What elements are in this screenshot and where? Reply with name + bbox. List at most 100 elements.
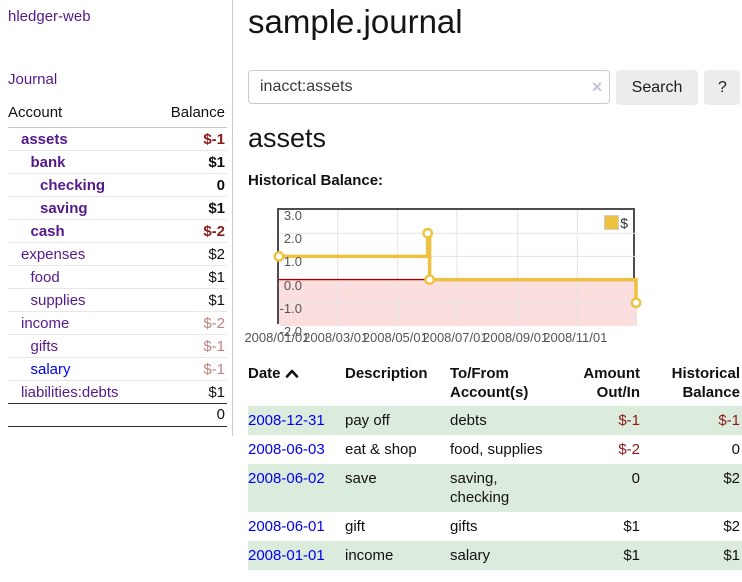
account-link[interactable]: gifts	[30, 337, 59, 355]
account-cell: income	[8, 312, 154, 335]
help-button[interactable]: ?	[704, 70, 740, 105]
legend-label: $	[620, 214, 628, 231]
account-cell: supplies	[8, 289, 154, 312]
register-balance-cell: 0	[731, 441, 740, 458]
register-amount-cell: $-1	[618, 412, 640, 429]
account-row: gifts $-1	[8, 334, 227, 358]
register-balance-cell: $-1	[718, 412, 740, 429]
account-row: liabilities:debts $1	[8, 380, 227, 404]
account-balance: $-1	[203, 130, 225, 148]
account-cell: bank	[8, 151, 154, 174]
register-date-link[interactable]: 2008-06-01	[248, 518, 325, 535]
register-header-date: Date	[248, 362, 345, 406]
account-balance: $1	[208, 268, 225, 286]
accounts-total-row: 0	[8, 403, 227, 427]
register-balance-cell: $2	[723, 470, 740, 487]
register-header-line2: Out/In	[596, 384, 640, 401]
register-header-line1: Historical	[671, 365, 740, 382]
x-tick-label: 2008/01/01	[244, 330, 310, 345]
account-balance: $-1	[203, 337, 225, 355]
account-row: assets $-1	[8, 128, 227, 151]
register-date-cell: 2008-06-03	[248, 435, 345, 464]
dollar-series-swatch-icon	[604, 215, 620, 230]
balance-chart-svg	[273, 210, 642, 326]
register-amount-cell: $1	[623, 547, 640, 564]
account-row: bank $1	[8, 150, 227, 174]
account-link[interactable]: liabilities:debts	[21, 383, 119, 401]
register-date-cell: 2008-01-01	[248, 541, 345, 570]
account-balance: $-1	[203, 360, 225, 378]
register-row: 2008-06-01 gift gifts $1 $2	[248, 512, 742, 541]
register-date-cell: 2008-06-01	[248, 512, 345, 541]
register-balance-cell: $2	[723, 518, 740, 535]
register-header-line2: Account(s)	[450, 384, 529, 401]
app-brand-link[interactable]: hledger-web	[8, 8, 91, 25]
sidebar: hledger-web Journal Account Balance asse…	[0, 0, 233, 436]
register-description-cell: eat & shop	[345, 441, 417, 458]
account-link[interactable]: income	[21, 314, 70, 332]
account-cell: checking	[8, 174, 154, 197]
account-balance: $1	[208, 199, 225, 217]
register-date-link[interactable]: 2008-06-02	[248, 470, 325, 487]
sidebar-item-journal[interactable]: Journal	[8, 71, 58, 88]
account-link[interactable]: cash	[30, 222, 65, 240]
y-tick-label: 2.0	[283, 231, 302, 247]
register-header-line1: Description	[345, 365, 428, 382]
account-row: salary $-1	[8, 357, 227, 381]
account-link[interactable]: assets	[21, 130, 68, 148]
chart-legend: $	[604, 214, 628, 231]
historical-balance-chart: $ 3.0 2.0 1.0 0.0 -1.0 -2.0 2008/01/01 2008/03…	[244, 200, 742, 350]
register-description-cell: pay off	[345, 412, 390, 429]
y-tick-label: -1.0	[279, 300, 302, 316]
clear-search-icon[interactable]: ×	[591, 77, 603, 97]
register-table: Date Description To/From Account(s) Amount Ou…	[248, 362, 742, 570]
register-date-link[interactable]: 2008-06-03	[248, 441, 325, 458]
account-link[interactable]: expenses	[21, 245, 86, 263]
account-balance: 0	[216, 176, 225, 194]
register-date-link[interactable]: 2008-01-01	[248, 547, 325, 564]
accounts-header-account: Account	[8, 104, 63, 121]
register-amount-cell: $1	[623, 518, 640, 535]
account-link[interactable]: saving	[40, 199, 88, 217]
page-title: sample.journal	[248, 3, 463, 40]
account-link[interactable]: supplies	[30, 291, 86, 309]
register-description-cell: gift	[345, 518, 366, 535]
account-link[interactable]: bank	[30, 153, 66, 171]
account-row: cash $-2	[8, 219, 227, 243]
account-balance: $2	[208, 245, 225, 263]
account-balance: $-2	[203, 222, 225, 240]
data-point-marker	[424, 274, 436, 286]
x-tick-label: 2008/03/01	[303, 330, 369, 345]
account-heading: assets	[248, 123, 327, 153]
account-link[interactable]: checking	[40, 176, 106, 194]
account-balance: $1	[208, 383, 225, 401]
y-tick-label: 1.0	[283, 254, 302, 270]
register-amount-cell: 0	[631, 470, 640, 487]
register-date-link[interactable]: 2008-12-31	[248, 412, 325, 429]
accounts-table-header-row: Account Balance	[8, 101, 227, 128]
register-description-cell: income	[345, 547, 394, 564]
account-balance: $1	[208, 153, 225, 171]
accounts-total-spacer	[8, 404, 154, 427]
register-header-description: Description	[345, 362, 450, 406]
register-balance-cell: $1	[723, 547, 740, 564]
y-tick-label: -2.0	[279, 324, 302, 339]
search-button[interactable]: Search	[616, 70, 698, 105]
account-cell: assets	[8, 128, 154, 151]
register-header-row: Date Description To/From Account(s) Amount Ou…	[248, 362, 742, 406]
account-cell: liabilities:debts	[8, 381, 154, 404]
register-header-tofrom: To/From Account(s)	[450, 362, 562, 406]
x-tick-label: 2008/11/01	[543, 330, 608, 345]
x-tick-label: 2008/09/01	[483, 330, 549, 345]
account-row: income $-2	[8, 311, 227, 335]
y-tick-label: 0.0	[283, 277, 302, 293]
account-link[interactable]: food	[30, 268, 60, 286]
register-header-historical: Historical Balance	[642, 362, 742, 406]
register-date-cell: 2008-06-02	[248, 464, 345, 512]
register-amount-cell: $-2	[618, 441, 640, 458]
account-row: saving $1	[8, 196, 227, 220]
search-input[interactable]	[248, 70, 610, 104]
main-content: sample.journal × Search ? assets Histori…	[244, 0, 742, 582]
register-description-cell: save	[345, 470, 377, 487]
account-link[interactable]: salary	[30, 360, 71, 378]
